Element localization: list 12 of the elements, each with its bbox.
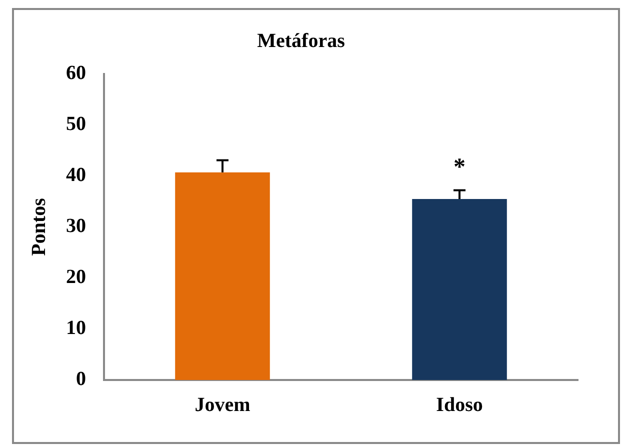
y-tick-label: 30 xyxy=(66,215,86,238)
y-tick-label: 10 xyxy=(66,317,86,340)
chart-title: Metáforas xyxy=(257,30,346,52)
y-tick-label: 60 xyxy=(66,62,86,84)
x-tick-label: Jovem xyxy=(194,394,251,416)
annotation: * xyxy=(454,154,466,180)
y-tick-label: 50 xyxy=(66,113,86,136)
y-tick-label: 40 xyxy=(66,164,86,186)
y-tick-label: 0 xyxy=(76,368,86,390)
y-tick-label: 20 xyxy=(66,266,86,288)
x-tick-label: Idoso xyxy=(436,394,483,416)
y-axis-title: Pontos xyxy=(28,198,50,256)
